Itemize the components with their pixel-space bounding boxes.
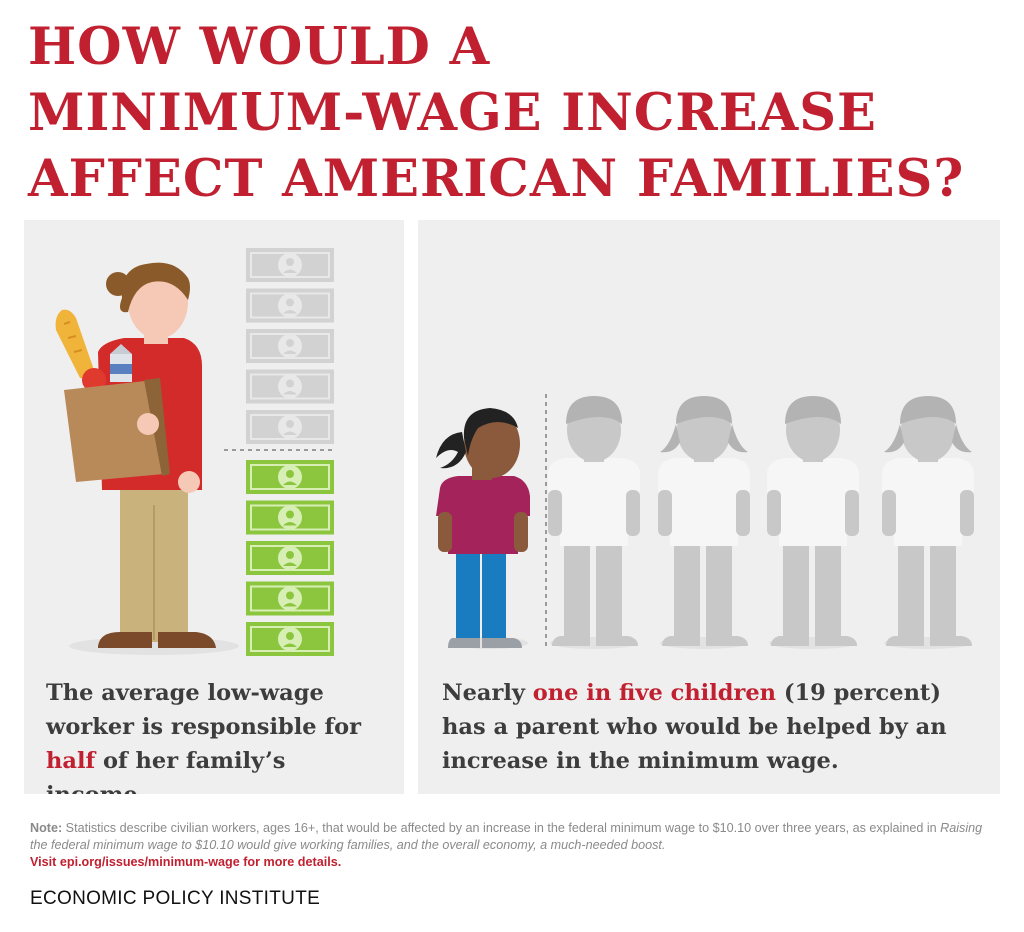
gray-bill-5 bbox=[246, 410, 334, 444]
other-child-1 bbox=[548, 396, 640, 649]
highlighted-child-figure bbox=[436, 408, 530, 649]
caption-text: (19 percent) has a parent who would be h… bbox=[442, 680, 947, 774]
gray-bill-3 bbox=[246, 329, 334, 363]
gray-bill-2 bbox=[246, 288, 334, 323]
source-title: Raising the federal minimum wage to $10.… bbox=[30, 821, 983, 852]
green-bill-3 bbox=[246, 541, 334, 575]
gray-bill-1 bbox=[246, 248, 334, 282]
worker-income-panel: The average low-wage worker is responsib… bbox=[24, 220, 404, 794]
green-bill-2 bbox=[246, 500, 334, 535]
footnote: Note: Statistics describe civilian worke… bbox=[30, 820, 990, 871]
caption-text: The average low-wage worker is responsib… bbox=[46, 680, 361, 740]
green-bill-5 bbox=[246, 622, 334, 656]
page-title: HOW WOULD A MINIMUM-WAGE INCREASE AFFECT… bbox=[28, 14, 1018, 212]
worker-income-caption: The average low-wage worker is responsib… bbox=[46, 676, 391, 794]
title-line-3: AFFECT AMERICAN FAMILIES? bbox=[28, 149, 965, 209]
green-bill-1 bbox=[246, 460, 334, 494]
organization-name: ECONOMIC POLICY INSTITUTE bbox=[30, 888, 321, 909]
other-child-4 bbox=[882, 396, 974, 649]
caption-highlight: one in five children bbox=[532, 680, 777, 706]
title-line-2: MINIMUM-WAGE INCREASE bbox=[28, 83, 877, 143]
note-text: Statistics describe civilian workers, ag… bbox=[62, 821, 941, 835]
children-caption: Nearly one in five children (19 percent)… bbox=[442, 676, 992, 778]
other-child-2 bbox=[658, 396, 750, 649]
children-panel: Nearly one in five children (19 percent)… bbox=[418, 220, 1000, 794]
caption-text: Nearly bbox=[442, 680, 533, 706]
other-child-3 bbox=[767, 396, 859, 649]
gray-bill-4 bbox=[246, 369, 334, 404]
note-label: Note: bbox=[30, 821, 63, 835]
children-illustration bbox=[436, 394, 974, 649]
caption-highlight: half bbox=[46, 748, 96, 774]
green-bill-4 bbox=[246, 581, 334, 616]
worker-illustration bbox=[55, 262, 239, 655]
worker-figure bbox=[55, 262, 216, 648]
caption-text: of her family’s income. bbox=[46, 748, 286, 794]
bills-stack bbox=[224, 248, 334, 656]
more-details-link[interactable]: Visit epi.org/issues/minimum-wage for mo… bbox=[30, 855, 342, 869]
title-line-1: HOW WOULD A bbox=[28, 17, 491, 77]
